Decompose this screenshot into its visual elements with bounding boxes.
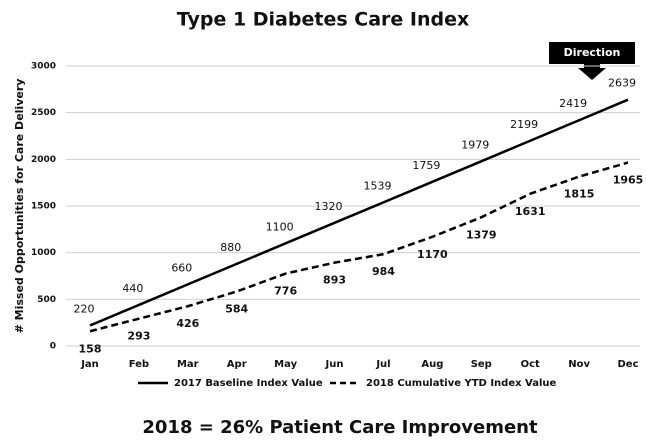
data-label: 1815 bbox=[564, 188, 595, 201]
y-tick-label: 1000 bbox=[31, 248, 56, 258]
x-tick-label: Jul bbox=[375, 359, 390, 370]
x-tick-label: Nov bbox=[568, 359, 590, 370]
x-tick-label: Dec bbox=[617, 359, 638, 370]
data-label: 584 bbox=[225, 302, 248, 315]
data-label: 1631 bbox=[515, 205, 546, 218]
x-tick-label: Feb bbox=[129, 359, 149, 370]
data-label: 2199 bbox=[510, 118, 538, 131]
data-label: 440 bbox=[122, 282, 143, 295]
y-tick-label: 2500 bbox=[31, 108, 56, 118]
y-tick-label: 500 bbox=[37, 295, 56, 305]
data-label: 660 bbox=[171, 261, 192, 274]
x-tick-label: Mar bbox=[177, 359, 199, 370]
data-label: 776 bbox=[274, 285, 297, 298]
x-tick-label: Aug bbox=[421, 359, 443, 370]
data-label: 880 bbox=[220, 241, 241, 254]
y-tick-label: 0 bbox=[50, 342, 56, 352]
x-tick-label: Sep bbox=[471, 359, 492, 370]
x-tick-label: May bbox=[274, 359, 297, 370]
data-label: 158 bbox=[79, 342, 102, 355]
x-tick-label: Jun bbox=[325, 359, 344, 370]
series-line bbox=[89, 98, 629, 327]
annotation: Direction bbox=[564, 46, 621, 59]
data-label: 1379 bbox=[466, 228, 497, 241]
data-label: 220 bbox=[74, 302, 95, 315]
data-label: 1979 bbox=[461, 138, 489, 151]
y-axis-label: # Missed Opportunities for Care Delivery bbox=[13, 79, 26, 334]
data-label: 426 bbox=[176, 317, 199, 330]
series-line bbox=[89, 161, 629, 333]
x-tick-label: Oct bbox=[521, 359, 540, 370]
y-tick-label: 2000 bbox=[31, 155, 56, 165]
data-label: 1320 bbox=[315, 200, 343, 213]
annotation-box bbox=[549, 42, 635, 64]
data-label: 1759 bbox=[412, 159, 440, 172]
data-label: 984 bbox=[372, 265, 395, 278]
y-tick-label: 1500 bbox=[31, 202, 56, 212]
data-label: 1965 bbox=[613, 174, 644, 187]
x-tick-label: Jan bbox=[80, 359, 99, 370]
legend-label: 2018 Cumulative YTD Index Value bbox=[366, 378, 557, 389]
x-tick-label: Apr bbox=[227, 359, 247, 370]
data-label: 893 bbox=[323, 274, 346, 287]
chart-title: Type 1 Diabetes Care Index bbox=[177, 9, 470, 31]
data-label: 1100 bbox=[266, 220, 294, 233]
y-tick-label: 3000 bbox=[31, 62, 56, 72]
annotation-arrow bbox=[578, 64, 606, 80]
data-label: 1539 bbox=[363, 179, 391, 192]
data-label: 293 bbox=[127, 330, 150, 343]
legend-label: 2017 Baseline Index Value bbox=[174, 378, 323, 389]
data-label: 2419 bbox=[559, 97, 587, 110]
data-label: 2639 bbox=[608, 77, 636, 90]
data-label: 1170 bbox=[417, 248, 448, 261]
footnote: 2018 = 26% Patient Care Improvement bbox=[142, 417, 538, 438]
